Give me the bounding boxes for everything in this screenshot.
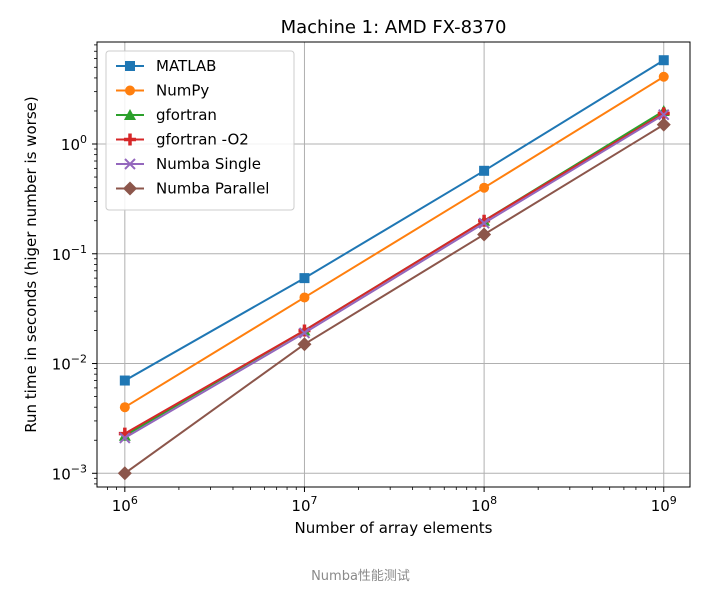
- series-matlab: [119, 55, 669, 386]
- series-gfortran-o2: [118, 107, 670, 440]
- data-point-numba-single: [658, 108, 670, 121]
- data-point-matlab: [479, 165, 490, 176]
- chart: 106 107 108 109 10−3 10−2 10−1 100 MATLAB NumPy gf…: [22, 17, 691, 537]
- x-tick-label: 109: [651, 494, 677, 515]
- series-numba-parallel: [117, 117, 671, 481]
- series-numpy: [119, 71, 669, 413]
- data-point-matlab: [119, 375, 130, 386]
- data-point-numba-parallel: [656, 117, 671, 132]
- legend-label-matlab: MATLAB: [156, 57, 216, 75]
- series-line-numba-parallel: [124, 123, 665, 475]
- data-point-numpy: [658, 71, 669, 82]
- legend-label-gfortran-o2: gfortran -O2: [156, 131, 249, 149]
- legend-label-numba-parallel: Numba Parallel: [156, 180, 269, 198]
- x-tick-label: 106: [112, 494, 138, 515]
- legend-marker-numpy: [125, 85, 135, 96]
- figure-caption: Numba性能测试: [311, 569, 410, 584]
- series-numba-single: [119, 108, 670, 444]
- y-tick-label: 10−2: [52, 353, 87, 374]
- data-point-numba-single: [478, 217, 490, 229]
- legend-label-numpy: NumPy: [156, 82, 209, 100]
- x-axis-label: Number of array elements: [294, 519, 492, 537]
- series-line-numpy: [124, 75, 665, 409]
- y-tick-label: 10−1: [52, 243, 87, 264]
- data-point-numba-single: [298, 327, 311, 339]
- legend-marker-gfortran: [124, 109, 136, 120]
- y-tick-label: 10−3: [52, 462, 87, 483]
- chart-title: Machine 1: AMD FX-8370: [281, 17, 507, 38]
- series-line-matlab: [124, 59, 665, 382]
- y-tick-label: 100: [61, 133, 87, 154]
- legend-label-numba-single: Numba Single: [156, 155, 261, 173]
- legend-box: [105, 50, 295, 211]
- data-point-numba-single: [119, 432, 131, 444]
- y-axis-label: Run time in seconds (higer number is wor…: [22, 96, 40, 433]
- data-point-matlab: [658, 55, 669, 66]
- data-point-matlab: [299, 273, 310, 284]
- plot-frame: [96, 41, 691, 488]
- legend-marker-gfortran-o2: [124, 133, 136, 146]
- x-tick-label: 108: [471, 494, 497, 515]
- data-point-numba-parallel: [477, 227, 492, 242]
- data-point-numpy: [119, 402, 130, 413]
- legend-marker-numba-single: [124, 158, 136, 170]
- data-point-numba-parallel: [117, 466, 132, 481]
- series-line-gfortran-o2: [124, 112, 665, 435]
- data-point-numba-parallel: [297, 337, 312, 352]
- legend-marker-matlab: [125, 61, 135, 71]
- data-point-numpy: [479, 182, 490, 193]
- x-tick-label: 107: [291, 494, 317, 515]
- legend: MATLAB NumPy gfortran gfortran -O2 Numba Sin…: [105, 50, 295, 211]
- legend-label-gfortran: gfortran: [156, 106, 217, 124]
- data-point-numpy: [299, 292, 310, 303]
- series-line-numba-single: [124, 113, 665, 439]
- legend-marker-numba-parallel: [123, 181, 137, 196]
